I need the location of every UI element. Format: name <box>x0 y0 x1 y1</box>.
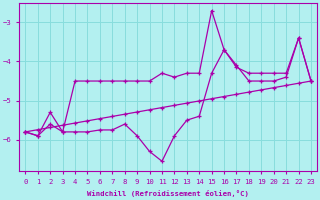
X-axis label: Windchill (Refroidissement éolien,°C): Windchill (Refroidissement éolien,°C) <box>87 190 249 197</box>
